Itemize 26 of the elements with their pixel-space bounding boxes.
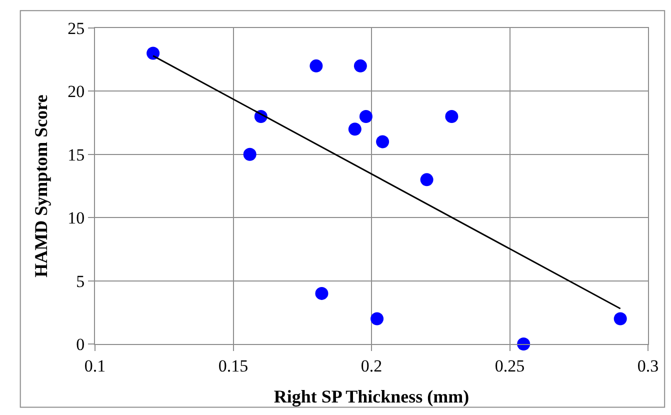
x-tick-label: 0.3: [637, 356, 659, 376]
point: [517, 338, 530, 350]
point: [243, 148, 256, 161]
y-tick-label: 15: [68, 145, 85, 164]
point: [348, 122, 362, 136]
y-tick-label: 10: [68, 208, 85, 228]
point: [445, 110, 458, 123]
y-tick-label: 0: [76, 334, 85, 354]
x-tick-label: 0.15: [218, 356, 248, 376]
point: [370, 312, 384, 326]
point: [315, 286, 328, 300]
y-axis-title: HAMD Symptom Score: [30, 94, 51, 278]
x-axis-title: Right SP Thickness (mm): [274, 386, 470, 406]
x-tick-label: 0.2: [360, 356, 382, 376]
point: [420, 173, 434, 186]
y-tick-label: 5: [76, 272, 85, 291]
x-tick-label: 0.25: [494, 356, 525, 376]
y-tick-label: 20: [68, 82, 85, 102]
point: [614, 312, 627, 326]
point: [359, 110, 372, 123]
point: [354, 59, 367, 72]
point: [146, 46, 160, 60]
y-tick-label: 25: [68, 18, 85, 38]
x-tick-label: 0.1: [84, 356, 106, 376]
point: [310, 59, 323, 72]
point: [376, 135, 390, 148]
